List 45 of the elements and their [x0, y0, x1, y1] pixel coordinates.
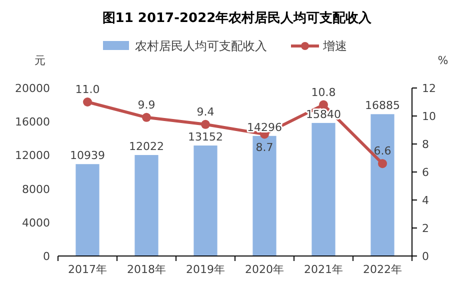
x-tick-label: 2019年	[186, 263, 225, 276]
x-tick-label: 2021年	[304, 263, 343, 276]
data-label: 10.8	[311, 86, 336, 99]
point	[319, 100, 328, 110]
point	[378, 159, 387, 168]
y-tick-label: 12000	[15, 149, 50, 162]
y-tick-label: 8000	[22, 182, 50, 196]
x-tick-label: 2018年	[127, 263, 166, 276]
x-tick-label: 2022年	[363, 263, 402, 276]
y2-tick-label: 4	[422, 194, 429, 207]
bar	[312, 122, 336, 256]
chart-title: 图11 2017-2022年农村居民人均可支配收入	[102, 10, 373, 26]
y-tick-label: 4000	[22, 216, 50, 230]
y2-tick-label: 6	[422, 166, 429, 179]
y2-tick-label: 12	[422, 82, 436, 95]
data-label: 13152	[188, 130, 223, 144]
data-label: 9.9	[138, 98, 156, 112]
x-tick-label: 2017年	[68, 263, 107, 276]
y2-tick-label: 10	[422, 110, 436, 123]
x-tick-label: 2020年	[245, 263, 284, 276]
bar	[76, 164, 100, 256]
data-label: 6.6	[374, 144, 392, 158]
y-tick-label: 0	[43, 250, 50, 263]
data-label: 11.0	[75, 83, 100, 96]
bar	[194, 146, 218, 256]
bar	[370, 114, 394, 256]
data-label: 10939	[70, 149, 105, 162]
point	[142, 112, 151, 122]
y-tick-label: 16000	[15, 116, 50, 129]
y2-tick-label: 0	[422, 250, 429, 263]
point	[83, 98, 92, 106]
bar	[252, 136, 276, 256]
point	[201, 120, 210, 129]
data-label: 16885	[365, 99, 400, 112]
y-axis-title: 元	[34, 54, 46, 67]
data-label: 8.7	[256, 141, 274, 154]
legend-label: 增速	[322, 39, 347, 53]
y2-tick-label: 2	[422, 222, 429, 235]
data-label: 9.4	[196, 105, 214, 118]
y-tick-label: 20000	[15, 82, 50, 95]
y2-axis-title: %	[438, 54, 448, 67]
y2-tick-label: 8	[422, 138, 429, 151]
bar	[134, 155, 158, 256]
legend-label: 农村居民人均可支配收入	[135, 39, 267, 53]
data-label: 12022	[129, 140, 164, 154]
